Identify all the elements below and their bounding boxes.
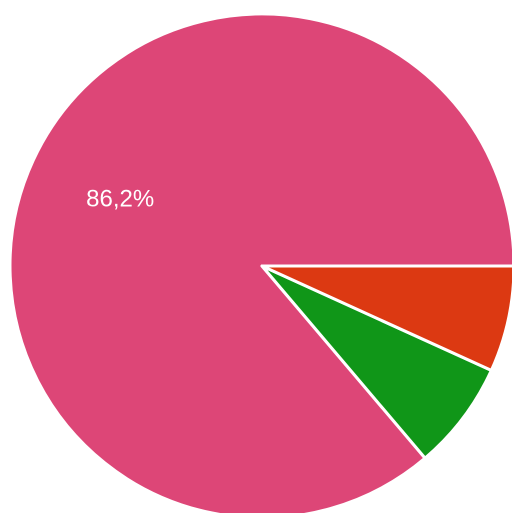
pie-slice-1	[260, 264, 493, 460]
pie-labels: 86,2%	[86, 186, 154, 213]
pie-slices	[8, 12, 512, 513]
pie-slice-label-0: 86,2%	[86, 186, 154, 213]
pie-slice-2	[260, 264, 512, 372]
pie-slice-0	[8, 12, 512, 513]
